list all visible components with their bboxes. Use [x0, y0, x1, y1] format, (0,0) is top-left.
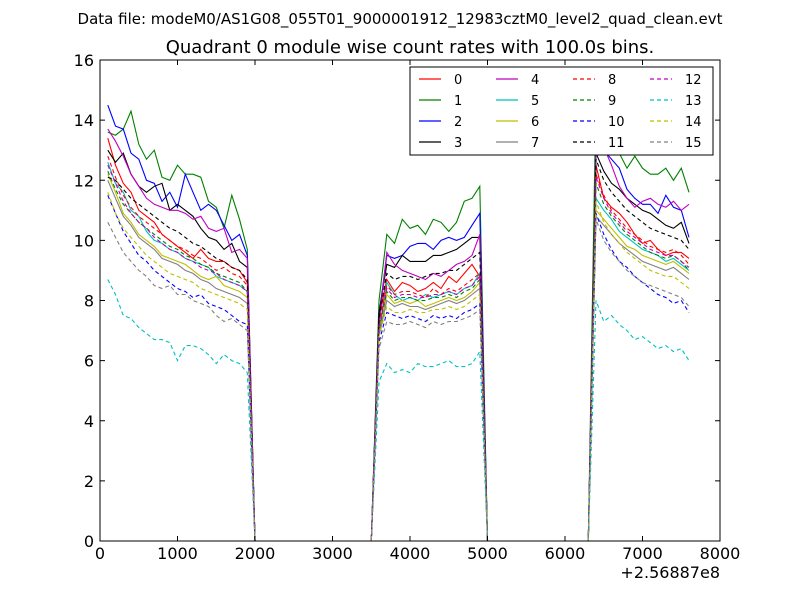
y-tick-label: 8 [84, 292, 94, 311]
y-tick-label: 4 [84, 412, 94, 431]
plot-area: 0 1000 2000 3000 4000 5000 6000 7000 8000 0 2 4 6 8 1… [74, 51, 741, 582]
legend-box [409, 66, 714, 156]
legend-label-5: 5 [531, 94, 539, 109]
x-tick-label: 7000 [622, 544, 663, 563]
y-tick-label: 16 [74, 51, 94, 70]
legend-label-0: 0 [454, 73, 462, 88]
legend-label-1: 1 [454, 94, 462, 109]
series-line-1 [107, 91, 690, 541]
y-tick-label: 10 [74, 231, 94, 250]
y-tick-label: 6 [84, 352, 94, 371]
y-tick-label: 2 [84, 472, 94, 491]
legend-label-4: 4 [531, 73, 539, 88]
legend-label-14: 14 [685, 115, 702, 130]
x-tick-label: 2000 [235, 544, 276, 563]
x-tick-label: 0 [95, 544, 105, 563]
legend-label-7: 7 [531, 136, 539, 151]
legend-label-13: 13 [685, 94, 702, 109]
x-axis-offset-label: +2.56887e8 [620, 563, 720, 582]
legend-label-3: 3 [454, 136, 462, 151]
x-tick-label: 5000 [467, 544, 508, 563]
legend-label-12: 12 [685, 73, 702, 88]
legend-label-2: 2 [454, 115, 462, 130]
series-line-13 [107, 279, 690, 541]
legend-label-9: 9 [608, 94, 616, 109]
legend-label-6: 6 [531, 115, 539, 130]
x-tick-label: 8000 [700, 544, 741, 563]
series-line-12 [107, 164, 690, 541]
x-tick-label: 4000 [390, 544, 431, 563]
x-axis: 0 1000 2000 3000 4000 5000 6000 7000 8000 [95, 60, 740, 563]
series-layer [107, 91, 690, 541]
y-tick-label: 0 [84, 532, 94, 551]
chart-title: Quadrant 0 module wise count rates with … [166, 37, 655, 58]
y-tick-label: 12 [74, 171, 94, 190]
legend-label-11: 11 [608, 136, 625, 151]
x-tick-label: 3000 [312, 544, 353, 563]
series-line-15 [107, 219, 690, 541]
legend-label-10: 10 [608, 115, 625, 130]
legend-label-8: 8 [608, 73, 616, 88]
legend-label-15: 15 [685, 136, 702, 151]
series-line-8 [107, 156, 690, 541]
x-tick-label: 1000 [157, 544, 198, 563]
x-tick-label: 6000 [545, 544, 586, 563]
series-line-14 [107, 192, 690, 541]
y-tick-label: 14 [74, 111, 94, 130]
data-file-caption: Data file: modeM0/AS1G08_055T01_90000019… [78, 10, 723, 29]
